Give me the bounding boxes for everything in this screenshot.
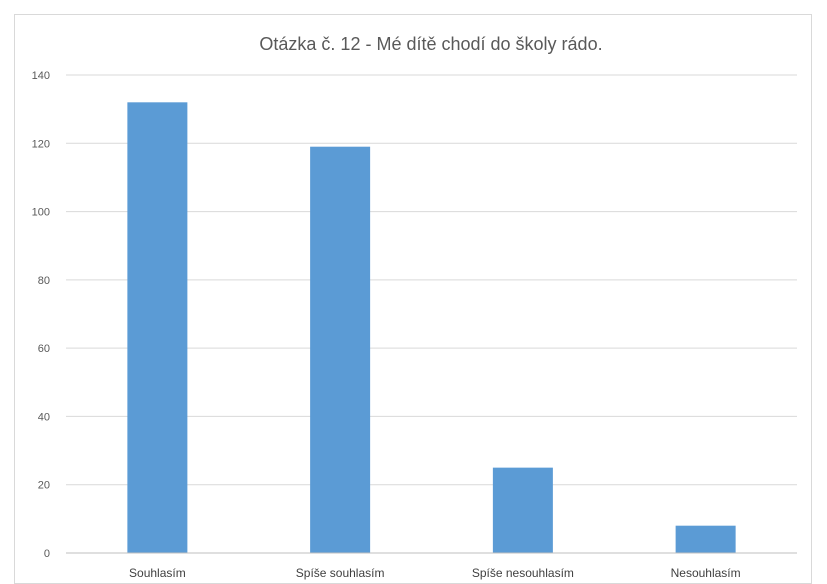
y-axis-ticks: 0 20 40 60 80 100 120 140	[32, 70, 50, 560]
gridlines	[66, 74, 797, 486]
y-tick-label: 100	[32, 207, 50, 219]
y-tick-label: 140	[32, 70, 50, 82]
bar	[127, 102, 188, 554]
y-tick-label: 80	[38, 275, 50, 287]
chart-title: Otázka č. 12 - Mé dítě chodí do školy rá…	[259, 34, 602, 54]
x-category-label: Nesouhlasím	[671, 566, 741, 580]
x-category-label: Souhlasím	[129, 566, 186, 580]
bar	[492, 467, 553, 553]
bar	[310, 146, 371, 553]
bars	[127, 102, 736, 554]
y-tick-label: 60	[38, 343, 50, 355]
x-axis-categories: Souhlasím Spíše souhlasím Spíše nesouhlasí…	[129, 566, 741, 580]
y-tick-label: 40	[38, 411, 50, 423]
y-tick-label: 120	[32, 138, 50, 150]
bar	[675, 525, 736, 553]
y-tick-label: 0	[44, 548, 50, 560]
x-category-label: Spíše souhlasím	[296, 566, 385, 580]
y-tick-label: 20	[38, 480, 50, 492]
x-category-label: Spíše nesouhlasím	[472, 566, 574, 580]
